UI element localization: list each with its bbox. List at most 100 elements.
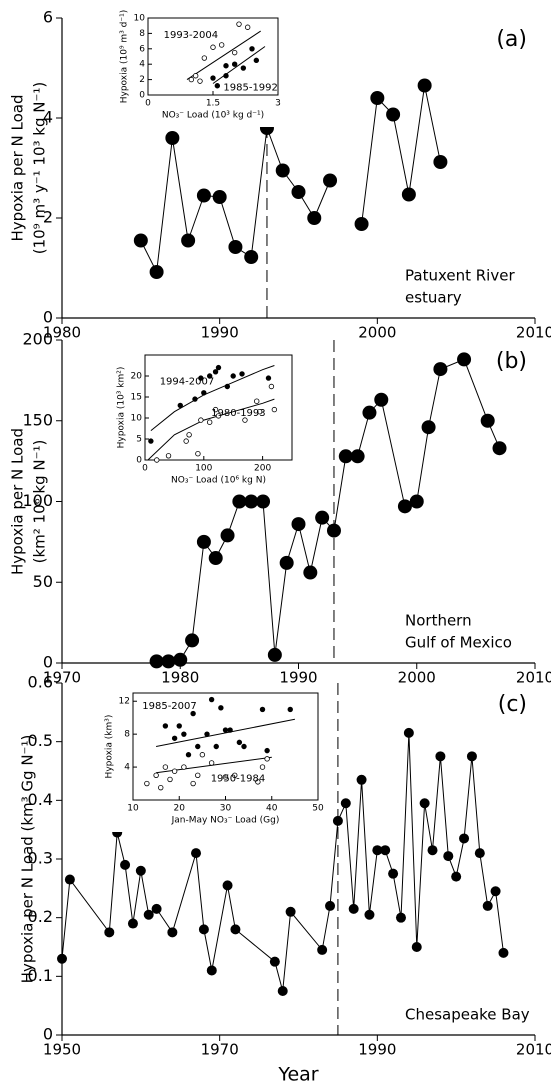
series-label: 1950-1984 (211, 774, 266, 785)
data-point (323, 173, 338, 188)
inset-x-tick-label: 0 (142, 464, 148, 474)
inset-point (239, 371, 245, 377)
x-tick-label: 1990 (201, 324, 239, 342)
inset-point (230, 373, 236, 379)
data-point (149, 654, 164, 669)
data-point (433, 362, 448, 377)
inset-point (265, 375, 272, 381)
inset-point (241, 743, 247, 750)
data-point (307, 211, 322, 225)
inset-point (212, 406, 219, 413)
inset-point (204, 731, 210, 737)
inset-point (227, 727, 233, 733)
x-tick-label: 2010 (516, 324, 551, 342)
data-point (232, 494, 247, 509)
data-point (181, 233, 196, 248)
inset-point (198, 375, 204, 381)
y-tick-label: 6 (43, 8, 53, 27)
data-point (120, 859, 131, 870)
data-point (173, 652, 188, 667)
fit-line (156, 718, 295, 747)
inset-point (181, 731, 187, 737)
inset-x-tick-label: 100 (195, 464, 212, 474)
data-point (212, 190, 227, 204)
inset-y-axis-label: Hypoxia (10⁹ m³ d⁻¹) (120, 10, 130, 104)
data-point (409, 494, 424, 509)
y-tick-label: 0 (43, 308, 53, 327)
series-label: 1993-2004 (164, 30, 219, 41)
inset-point (214, 83, 221, 89)
inset-point (158, 784, 164, 791)
inset-y-axis-label: Hypoxia (10³ km²) (117, 367, 127, 449)
x-tick-label: 1980 (43, 324, 81, 342)
inset-point (231, 49, 238, 56)
inset-point (223, 63, 229, 69)
y-tick-label: 4 (43, 108, 53, 127)
inset-point (188, 76, 195, 83)
annotation: estuary (405, 289, 462, 307)
inset-point (256, 409, 263, 415)
data-point (459, 833, 470, 844)
data-point (388, 868, 399, 879)
data-point (386, 107, 401, 122)
data-point (354, 217, 369, 231)
inset-x-tick-label: 20 (174, 804, 186, 814)
data-point (291, 185, 306, 199)
y-tick-label: 0.6 (28, 673, 53, 692)
data-point (332, 815, 343, 826)
y-tick-label: 100 (22, 491, 53, 510)
data-point (303, 565, 318, 580)
data-point (403, 727, 414, 738)
fit-line (150, 365, 275, 431)
inset-point (212, 369, 219, 375)
inset-point (287, 706, 293, 713)
y-axis-label: Hypoxia per N Load (9, 428, 27, 575)
inset-x-tick-label: 3 (275, 99, 281, 109)
inset-y-tick-label: 12 (119, 697, 130, 707)
inset-point (154, 457, 160, 463)
data-point (374, 392, 389, 407)
data-point (279, 555, 294, 570)
inset-point (165, 453, 172, 459)
y-tick-label: 2 (43, 208, 53, 227)
data-point (57, 953, 67, 964)
y-tick-label: 0.3 (28, 849, 53, 868)
data-point (457, 352, 472, 367)
y-tick-label: 50 (33, 572, 53, 591)
data-point (427, 845, 438, 856)
inset-y-tick-label: 10 (134, 14, 146, 24)
inset-y-tick-label: 8 (124, 730, 130, 740)
inset-point (224, 383, 231, 390)
inset-point (162, 723, 169, 729)
inset-point (206, 373, 213, 379)
y-tick-label: 0.2 (28, 907, 53, 926)
inset-point (198, 417, 204, 423)
inset-point (195, 743, 201, 750)
inset-y-tick-label: 0 (139, 91, 145, 101)
data-point (244, 494, 259, 509)
inset-point (192, 396, 198, 402)
x-tick-label: 1990 (279, 669, 317, 687)
x-tick-label: 1970 (201, 1041, 239, 1059)
inset-x-tick-label: 1.5 (206, 99, 220, 109)
inset-y-tick-label: 4 (124, 763, 130, 773)
inset-background (112, 12, 288, 127)
x-tick-label: 2010 (516, 669, 551, 687)
y-tick-label: 0.4 (28, 790, 53, 809)
inset-point (240, 65, 247, 71)
data-point (411, 942, 422, 952)
inset-y-tick-label: 8 (139, 29, 145, 39)
data-point (277, 986, 288, 996)
data-point (228, 240, 243, 254)
data-point (244, 250, 259, 264)
data-point (196, 534, 211, 549)
inset-point (190, 780, 196, 787)
inset-point (208, 760, 215, 766)
data-point (421, 420, 436, 435)
inset-point (206, 419, 213, 425)
data-point (256, 494, 271, 509)
data-point (492, 441, 507, 456)
panel-label: (b) (496, 349, 527, 374)
inset-y-tick-label: 5 (136, 435, 142, 445)
inset-point (264, 756, 270, 762)
